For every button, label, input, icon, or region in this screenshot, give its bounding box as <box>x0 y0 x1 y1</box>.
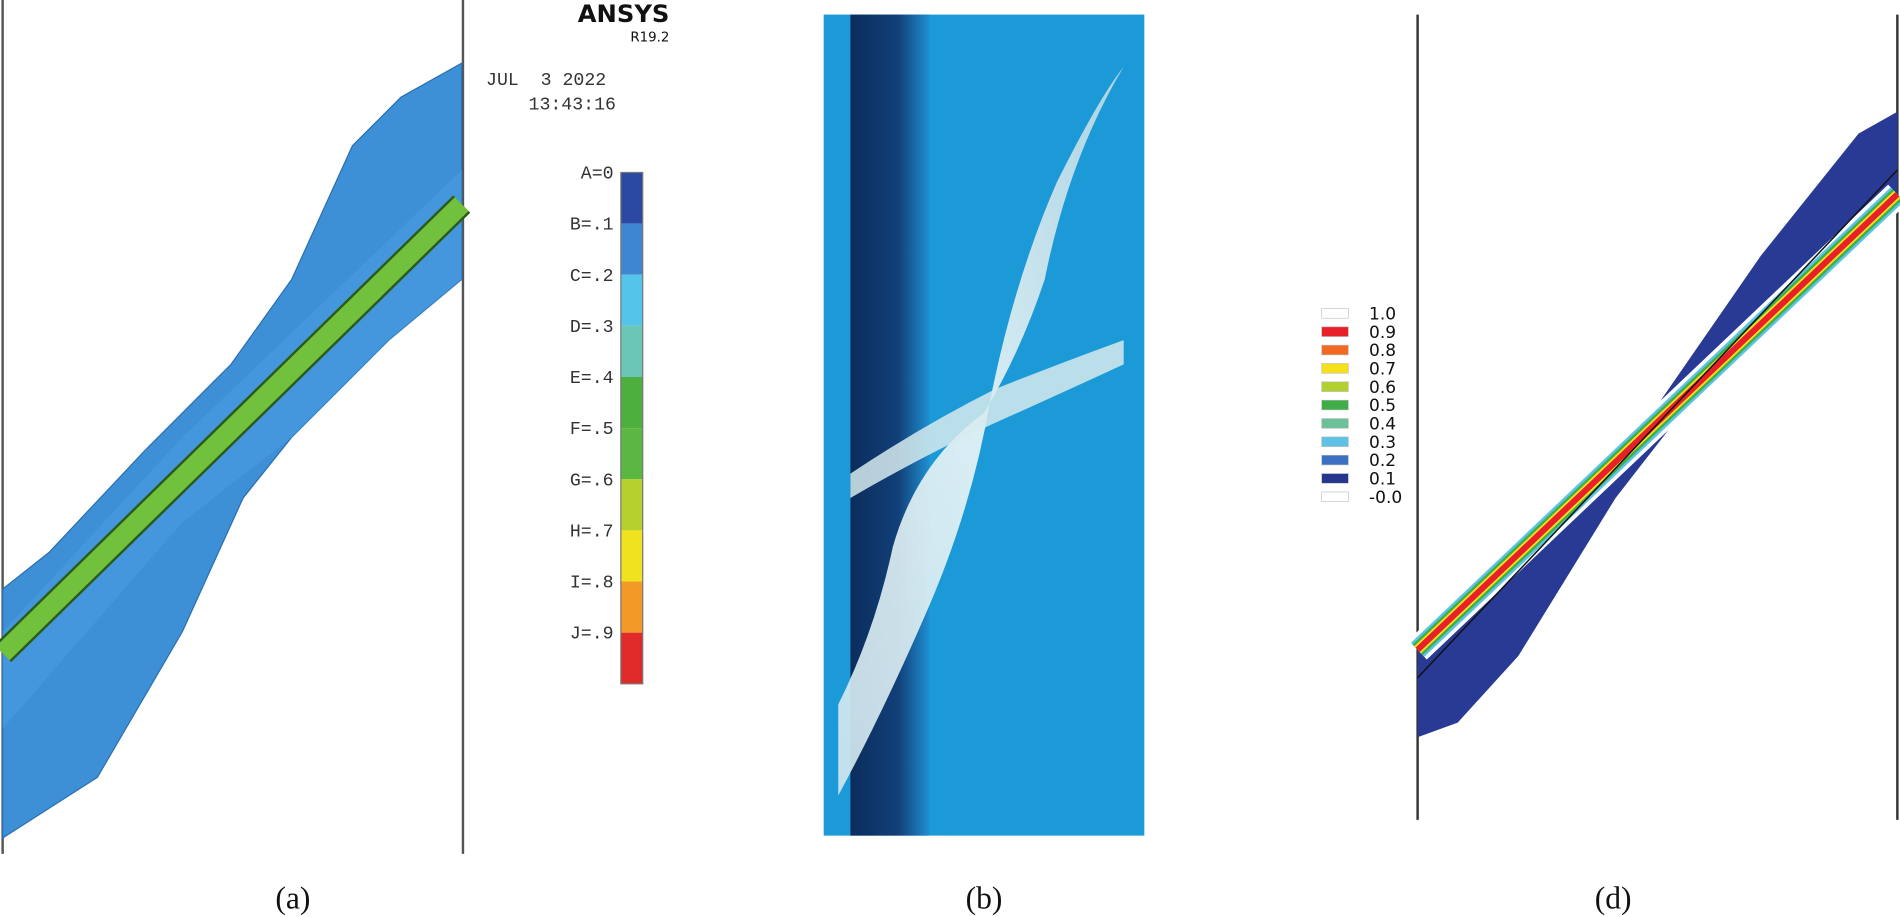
legend-frame <box>620 171 644 685</box>
legend-label: 1.0 <box>1369 304 1396 324</box>
time: 13:43:16 <box>529 95 616 115</box>
legend-swatch <box>1321 381 1349 392</box>
legend-swatch <box>620 530 643 582</box>
legend-label: 0.6 <box>1369 378 1396 398</box>
legend-swatch <box>620 325 643 378</box>
legend: A=0 B=.1 C=.2 D=.3 E=.4 F=.5 G=.6 H=.7 I=.8 J=.9 <box>570 165 644 685</box>
legend-swatch <box>620 479 643 531</box>
stripe <box>1415 192 1900 652</box>
legend-label: 0.9 <box>1369 323 1396 343</box>
legend-swatch <box>1321 363 1349 374</box>
legend-swatch <box>620 632 643 684</box>
contour-band <box>2 170 462 729</box>
panel-a: ANSYS R19.2 JUL 3 2022 13:43:16 A=0 B=.1 C… <box>0 0 670 854</box>
legend-label: C=.2 <box>570 267 614 287</box>
legend-label: I=.8 <box>570 574 614 594</box>
legend-swatch <box>1321 418 1349 429</box>
legend-swatch <box>1321 491 1349 502</box>
legend-label: B=.1 <box>570 216 614 236</box>
legend-swatch <box>1321 344 1349 356</box>
legend-swatch <box>620 581 643 633</box>
panel-b <box>823 14 1145 836</box>
date: JUL 3 2022 <box>486 71 606 91</box>
blade <box>850 340 1124 498</box>
legend-label: D=.3 <box>570 318 614 338</box>
legend-label: A=0 <box>581 165 614 185</box>
legend-swatch <box>1321 436 1349 447</box>
legend-label: 0.8 <box>1369 341 1396 361</box>
legend-swatch <box>620 377 643 429</box>
legend-label: J=.9 <box>570 625 614 645</box>
legend-swatch <box>620 428 643 480</box>
legend-swatch <box>1321 399 1349 411</box>
caption: (d) <box>1595 880 1632 915</box>
legend-swatch <box>620 172 643 224</box>
legend-swatch <box>620 223 643 275</box>
legend-swatch <box>1321 308 1349 319</box>
blade <box>838 66 1124 796</box>
legend-label: 0.1 <box>1369 469 1396 489</box>
legend-label: H=.7 <box>570 522 614 542</box>
logo: ANSYS <box>578 0 670 28</box>
legend-swatch <box>620 274 643 326</box>
legend-label: 0.2 <box>1369 451 1396 471</box>
caption: (a) <box>275 880 310 915</box>
version: R19.2 <box>630 30 669 45</box>
legend-swatch <box>1321 473 1349 484</box>
legend-label: 0.4 <box>1369 414 1396 434</box>
legend-swatch <box>1321 326 1349 337</box>
stripe <box>0 197 469 661</box>
legend-label: G=.6 <box>570 471 614 491</box>
legend-label: -0.0 <box>1369 488 1402 508</box>
panel-d: 1.00.90.80.70.60.50.40.30.20.1-0.0 <box>1321 14 1900 820</box>
reference-line <box>1417 169 1898 679</box>
legend-label: 0.5 <box>1369 396 1396 416</box>
legend-label: F=.5 <box>570 420 614 440</box>
caption: (b) <box>966 880 1003 915</box>
legend-label: 0.7 <box>1369 359 1396 379</box>
legend-label: E=.4 <box>570 369 614 389</box>
legend-swatch <box>1321 454 1349 466</box>
legend: 1.00.90.80.70.60.50.40.30.20.1-0.0 <box>1321 304 1402 508</box>
legend-label: 0.3 <box>1369 433 1396 453</box>
